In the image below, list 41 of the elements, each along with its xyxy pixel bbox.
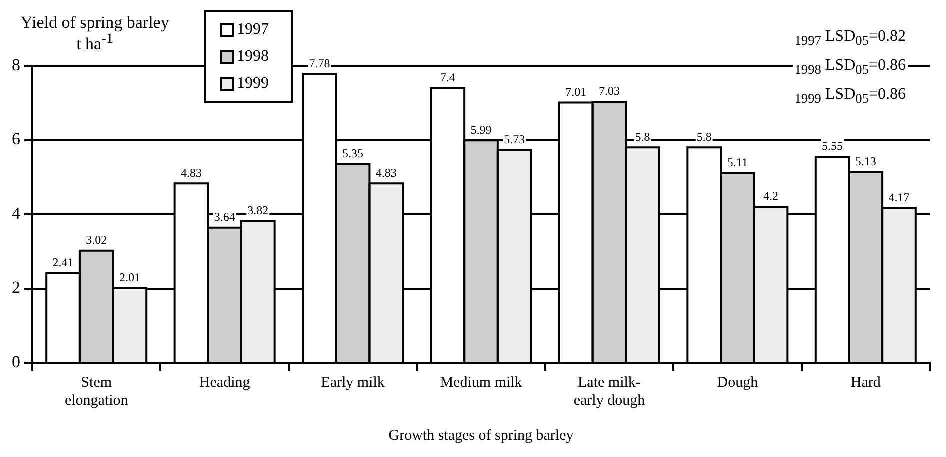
- data-label: 4.83: [180, 166, 202, 180]
- data-label: 2.41: [52, 256, 74, 270]
- data-label: 7.4: [440, 70, 456, 84]
- y-tick-label: 8: [12, 55, 20, 74]
- data-label: 2.01: [119, 270, 140, 285]
- data-label: 4.2: [764, 189, 779, 204]
- x-tick-label: Dough: [717, 374, 759, 391]
- y-tick-label: 6: [12, 130, 20, 149]
- x-tick-label: Stem elongation: [64, 374, 129, 409]
- x-tick-label: Medium milk: [440, 374, 523, 391]
- y-tick-label: 0: [12, 352, 20, 372]
- y-tick-label: 2: [12, 278, 20, 298]
- data-label: 4.17: [888, 190, 910, 204]
- data-label: 5.35: [342, 146, 364, 161]
- data-label: 7.01: [566, 84, 587, 99]
- x-tick-label: Late milk-early dough: [574, 374, 646, 409]
- data-label: 3.64: [214, 210, 236, 224]
- data-label: 3.02: [86, 233, 108, 248]
- legend-label: 1998: [237, 47, 269, 67]
- data-label: 5.73: [504, 132, 526, 146]
- data-label: 7.78: [309, 56, 330, 70]
- data-label: 5.8: [696, 130, 712, 144]
- x-axis-title: Growth stages of spring barley: [388, 428, 574, 444]
- y-axis-title: Yield of spring barley t ha$^{-1}$: [20, 13, 170, 54]
- annotation: $_{1999}$ LSD$_{05}$=0.86: [792, 82, 908, 112]
- data-label: 7.03: [598, 84, 620, 98]
- text: $_{1997}$ LSD$_{05}$=0.82: [792, 24, 908, 54]
- data-label: 5.13: [855, 154, 876, 169]
- data-label: 5.55: [822, 139, 844, 154]
- y-tick-label: 4: [12, 204, 21, 223]
- legend-label: 1999: [237, 74, 269, 94]
- x-tick-label: Early milk: [321, 374, 386, 391]
- x-tick-label: Hard: [850, 374, 882, 391]
- legend-label: 1997: [237, 20, 269, 40]
- data-label: 3.82: [248, 203, 269, 218]
- data-label: 5.8: [635, 130, 650, 144]
- data-label: 5.11: [727, 155, 748, 170]
- data-label: 5.99: [470, 122, 492, 137]
- data-label: 4.83: [376, 166, 397, 180]
- x-tick-label: Heading: [199, 374, 251, 391]
- annotation: $_{1998}$ LSD$_{05}$=0.86: [792, 53, 908, 82]
